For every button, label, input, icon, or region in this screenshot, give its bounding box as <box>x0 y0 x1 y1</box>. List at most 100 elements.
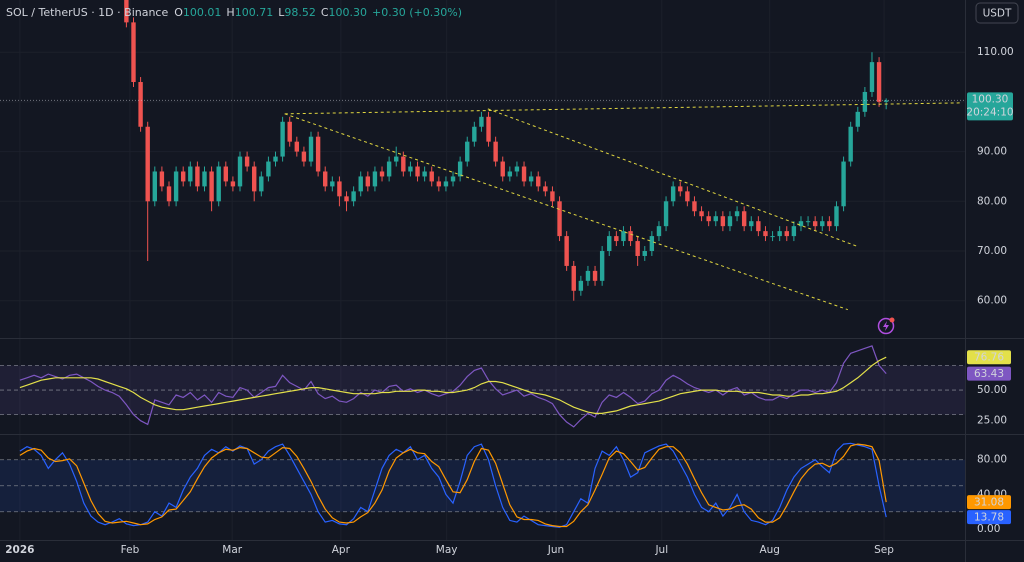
candle-body <box>280 121 285 157</box>
candle-body <box>422 171 427 177</box>
candle-body <box>869 62 875 92</box>
candle-body <box>486 116 491 142</box>
candle-body <box>692 201 697 212</box>
x-tick-label: Mar <box>222 544 242 556</box>
candle-body <box>472 126 477 142</box>
ohlc-key: H <box>226 6 234 19</box>
candle-body <box>585 270 591 281</box>
candle-body <box>457 161 463 177</box>
indicator-value-box <box>967 495 1011 510</box>
candle-body <box>699 211 704 217</box>
candle-body <box>209 171 214 202</box>
indicator-line <box>19 443 887 528</box>
candle-body <box>344 196 349 202</box>
candle-body <box>649 236 655 252</box>
indicator-value: 76.76 <box>974 352 1004 364</box>
candle-body <box>152 171 157 202</box>
indicator-value-box <box>967 366 1011 381</box>
candle-body <box>450 176 456 182</box>
alert-icon[interactable] <box>877 317 895 335</box>
x-tick-label: Jul <box>654 544 668 556</box>
indicator-value-box <box>967 510 1011 525</box>
candle-body <box>848 126 853 162</box>
candle-body <box>266 161 271 177</box>
candle-body <box>528 176 534 182</box>
candle-body <box>216 166 221 202</box>
candle-body <box>727 216 733 227</box>
candle-body <box>159 171 165 187</box>
indicator-value: 63.43 <box>974 368 1004 380</box>
candle-body <box>883 100 889 102</box>
y-tick-label: 0.00 <box>977 523 1000 535</box>
candle-body <box>259 176 264 192</box>
candle-body <box>670 186 676 202</box>
candle-body <box>862 91 868 112</box>
candle-body <box>841 161 846 207</box>
candle-body <box>138 82 143 127</box>
ohlc-value: 98.52 <box>284 6 316 19</box>
candle-body <box>514 166 520 172</box>
candle-body <box>521 166 527 182</box>
currency-button[interactable] <box>975 2 1019 24</box>
candle-body <box>244 156 250 167</box>
x-tick-label: May <box>436 544 458 556</box>
x-tick-label: Aug <box>759 544 780 556</box>
candle-body <box>791 226 797 237</box>
x-tick-label: 2026 <box>5 544 34 556</box>
indicator-value-box <box>967 350 1011 365</box>
candle-body <box>685 191 690 202</box>
last-price-box <box>967 92 1013 121</box>
candle-body <box>401 156 406 172</box>
candle-body <box>656 226 662 237</box>
x-tick-label: Sep <box>874 544 894 556</box>
candle-body <box>614 236 619 242</box>
symbol-legend[interactable]: SOL / TetherUS · 1D · Binance O100.01 H100… <box>6 6 462 19</box>
candle-body <box>564 236 569 266</box>
candle-body <box>124 0 129 23</box>
candle-body <box>663 201 669 227</box>
candle-body <box>301 151 307 162</box>
candle-body <box>372 171 378 187</box>
level-band <box>0 459 965 512</box>
candle-body <box>678 186 683 192</box>
y-tick-label: 70.00 <box>977 245 1007 257</box>
candle-body <box>607 236 612 252</box>
candle-body <box>507 171 513 177</box>
candle-body <box>330 181 335 187</box>
ohlc-key: L <box>278 6 285 19</box>
indicator-line <box>19 442 887 528</box>
candle-body <box>720 216 726 227</box>
candle-body <box>557 201 562 237</box>
ohlc: O100.01 H100.71 L98.52 C100.30 <box>174 6 367 19</box>
candle-body <box>578 280 584 291</box>
y-tick-label: 50.00 <box>977 384 1007 396</box>
candle-body <box>876 62 882 102</box>
candle-body <box>223 166 229 182</box>
candle-body <box>763 231 768 237</box>
candle-body <box>230 181 236 187</box>
candle-body <box>429 171 434 182</box>
last-price-label: 100.30 <box>972 93 1009 105</box>
candle-body <box>536 176 541 187</box>
candle-body <box>812 221 818 227</box>
x-tick-label: Jun <box>547 544 564 556</box>
candle-body <box>443 181 449 187</box>
candle-body <box>543 186 548 192</box>
candle-body <box>308 136 314 162</box>
candle-body <box>337 181 342 197</box>
candle-body <box>287 121 292 142</box>
y-tick-label: 80.00 <box>977 195 1007 207</box>
x-tick-label: Apr <box>332 544 351 556</box>
candle-body <box>181 171 186 182</box>
candle-body <box>741 211 747 227</box>
candle-body <box>599 251 605 281</box>
candle-body <box>834 206 839 227</box>
indicator-line <box>19 356 887 414</box>
candle-body <box>493 141 498 162</box>
y-tick-label: 110.00 <box>977 46 1014 58</box>
y-tick-label: 25.00 <box>977 415 1007 427</box>
countdown: 20:24:10 <box>966 106 1013 118</box>
ohlc-key: O <box>174 6 183 19</box>
indicator-value: 13.78 <box>974 512 1004 524</box>
candle-body <box>379 171 385 177</box>
